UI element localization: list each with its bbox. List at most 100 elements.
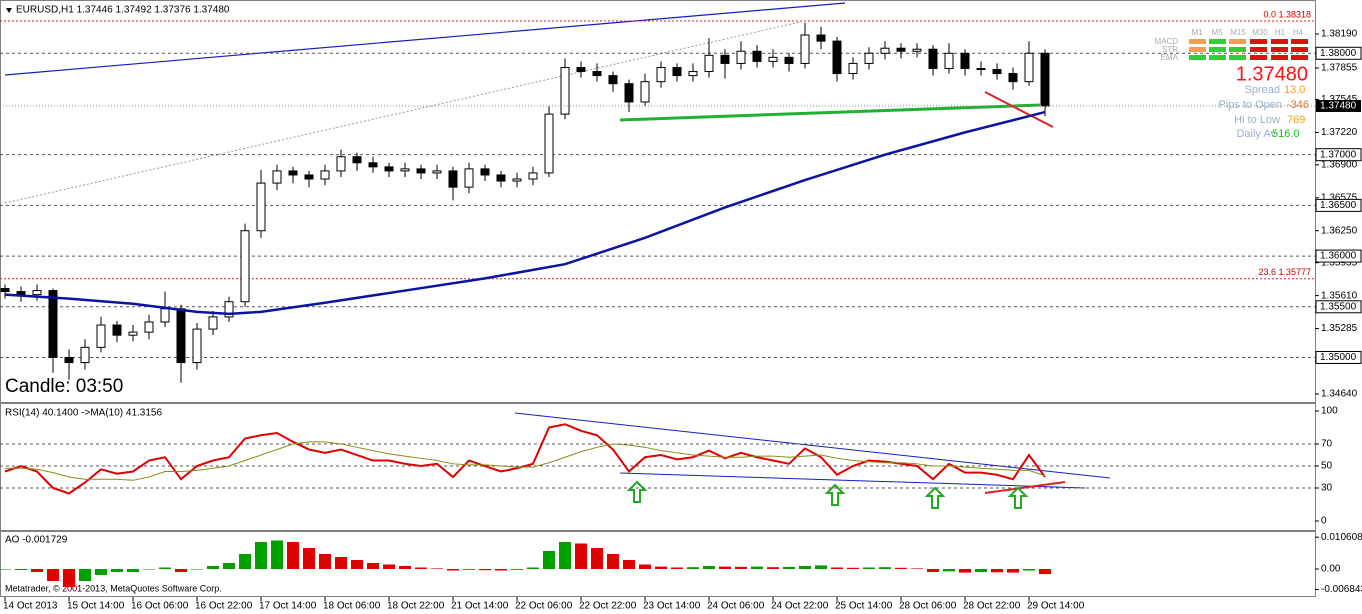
signal-cell — [1229, 55, 1246, 60]
ao-bar — [991, 568, 1003, 573]
candle-body — [160, 308, 170, 323]
ao-bar — [479, 568, 491, 571]
timeframe: M30 — [1252, 28, 1268, 37]
candle-body — [32, 290, 42, 296]
ao-bar — [591, 547, 603, 569]
signal-cell — [1209, 47, 1226, 52]
signal-cells — [1189, 39, 1308, 60]
x-tick-label: 18 Oct 22:00 — [387, 601, 445, 612]
x-tick-label: 28 Oct 06:00 — [899, 601, 957, 612]
current-price: 1.37480 — [1236, 63, 1308, 85]
ao-bar — [335, 556, 347, 569]
trendlines — [4, 2, 1111, 509]
ao-bar — [799, 565, 811, 569]
timeframe: H4 — [1293, 28, 1304, 37]
stat-value: 769 — [1287, 114, 1305, 126]
candle-body — [880, 47, 890, 54]
candle-body — [80, 346, 90, 364]
candle-body — [784, 56, 794, 64]
ao-bar — [623, 559, 635, 569]
candle-body — [752, 50, 762, 62]
trendline — [984, 91, 1054, 128]
candle-body — [448, 170, 458, 188]
panel-label: STR — [1162, 45, 1178, 54]
signal-cell — [1189, 39, 1206, 44]
ao-bar — [527, 567, 539, 569]
chart-title: EURUSD,H1 1.37446 1.37492 1.37376 1.3748… — [16, 5, 230, 16]
candle-body — [464, 168, 474, 188]
x-tick-label: 23 Oct 14:00 — [643, 601, 701, 612]
candle-body — [672, 66, 682, 77]
y-tick-label: 0.00 — [1321, 564, 1341, 575]
candle-body — [688, 71, 698, 77]
arrow — [626, 480, 648, 503]
y-tick-label: 0 — [1321, 516, 1327, 527]
candle-body — [96, 324, 106, 348]
ao-bar — [879, 567, 891, 569]
candle-body — [16, 291, 26, 296]
ao-bar — [495, 568, 507, 571]
ao-bar — [463, 568, 475, 570]
ao-bar — [639, 564, 651, 569]
candle-body — [896, 47, 906, 52]
x-tick-label: 15 Oct 14:00 — [67, 601, 125, 612]
candle-body — [1008, 73, 1018, 83]
series-line — [5, 441, 1046, 481]
ao-bar — [511, 568, 523, 570]
ao-bar — [895, 567, 907, 569]
candle-body — [432, 170, 442, 174]
signal-cell — [1271, 39, 1288, 44]
ao-bar — [543, 550, 555, 569]
candle-body — [256, 182, 266, 232]
y-tick-label: 1.35610 — [1321, 290, 1358, 301]
candle-body — [720, 54, 730, 64]
candle-body — [656, 66, 666, 83]
ao-bar — [0, 568, 11, 570]
ao-bar — [159, 567, 171, 569]
signal-cell — [1291, 55, 1308, 60]
rsi-trendline — [514, 412, 1111, 479]
signal-cell — [1250, 55, 1267, 60]
y-tick-label: 1.36250 — [1321, 225, 1358, 236]
ao-bar — [687, 567, 699, 569]
candle-body — [832, 40, 842, 75]
candle-body — [992, 69, 1002, 75]
rsi-trendline — [984, 481, 1066, 494]
level-label: 1.37000 — [1320, 149, 1357, 160]
ao-bar — [1007, 568, 1019, 573]
candle-body — [288, 170, 298, 176]
x-tick-label: 22 Oct 06:00 — [515, 601, 573, 612]
ao-bar — [319, 553, 331, 569]
ao-bar — [431, 568, 443, 569]
candle-body — [944, 52, 954, 69]
stat-value: -346 — [1287, 99, 1309, 111]
rsi-trendline — [619, 472, 1086, 489]
ao-bar — [207, 565, 219, 569]
x-tick-label: 24 Oct 22:00 — [771, 601, 829, 612]
ao-title: AO -0.001729 — [5, 535, 68, 546]
y-tick-label: 1.37855 — [1321, 63, 1358, 74]
candle-body — [224, 301, 234, 318]
ao-bar — [383, 564, 395, 569]
ao-bar — [31, 568, 43, 572]
y-tick-label: 1.38190 — [1321, 29, 1358, 40]
x-tick-label: 29 Oct 14:00 — [1027, 601, 1085, 612]
candle-body — [144, 321, 154, 333]
candle-body — [960, 52, 970, 69]
ao-bar — [1023, 568, 1035, 571]
candle-body — [592, 71, 602, 77]
signal-cell — [1291, 47, 1308, 52]
stat-label: Daily Av — [1236, 128, 1276, 140]
ao-bar — [735, 566, 747, 569]
candle-body — [352, 156, 362, 164]
ao-bar — [719, 566, 731, 569]
ao-bar — [831, 567, 843, 569]
ao-bar — [303, 547, 315, 569]
timeframe: M5 — [1211, 28, 1223, 37]
timeframe: H1 — [1275, 28, 1286, 37]
signal-cell — [1250, 39, 1267, 44]
level-box — [1315, 148, 1362, 162]
ao-bar — [271, 540, 283, 569]
signal-cell — [1250, 47, 1267, 52]
